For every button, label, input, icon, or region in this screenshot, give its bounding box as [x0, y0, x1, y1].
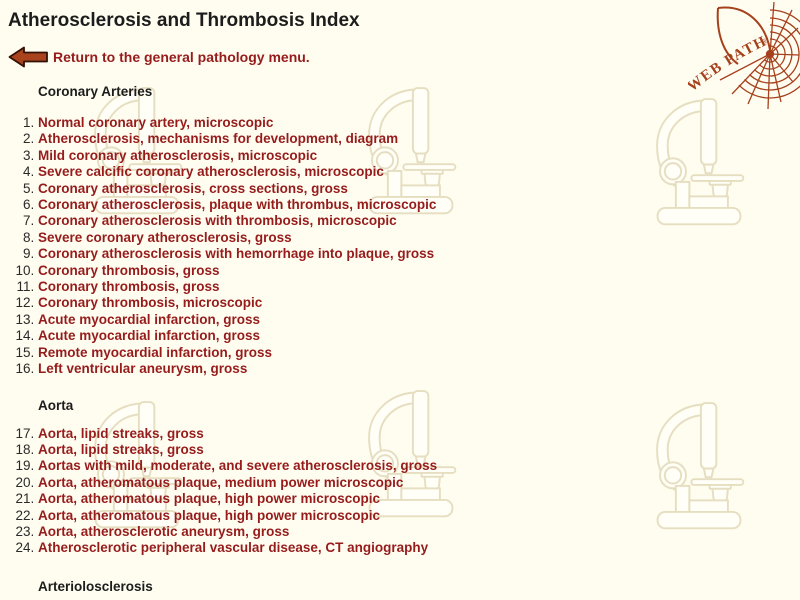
index-link[interactable]: Coronary atherosclerosis, cross sections…	[38, 180, 348, 196]
coronary-arteries-list: Normal coronary artery, microscopic Athe…	[8, 115, 792, 378]
index-link[interactable]: Aorta, atherosclerotic aneurysm, gross	[38, 523, 290, 539]
index-link[interactable]: Aortas with mild, moderate, and severe a…	[38, 458, 438, 474]
index-link[interactable]: Aorta, lipid streaks, gross	[38, 441, 204, 457]
list-item: Coronary thrombosis, gross	[38, 279, 792, 295]
section-heading-aorta: Aorta	[38, 397, 74, 413]
list-item: Coronary atherosclerosis with thrombosis…	[38, 213, 792, 229]
section-heading-coronary-arteries: Coronary Arteries	[38, 84, 153, 99]
list-item: Remote myocardial infarction, gross	[38, 345, 792, 361]
aorta-list: Aorta, lipid streaks, gross Aorta, lipid…	[8, 426, 792, 557]
index-link[interactable]: Coronary atherosclerosis with hemorrhage…	[38, 246, 435, 262]
section-heading-arteriolosclerosis: Arteriolosclerosis	[38, 578, 153, 594]
list-item: Atherosclerotic peripheral vascular dise…	[38, 540, 792, 556]
index-link[interactable]: Remote myocardial infarction, gross	[38, 344, 273, 360]
index-link[interactable]: Aorta, atheromatous plaque, high power m…	[38, 491, 381, 507]
index-link[interactable]: Coronary atherosclerosis with thrombosis…	[38, 213, 397, 229]
list-item: Coronary atherosclerosis, cross sections…	[38, 181, 792, 197]
index-link[interactable]: Normal coronary artery, microscopic	[38, 115, 274, 130]
list-item: Acute myocardial infarction, gross	[38, 328, 792, 344]
list-item: Aorta, atheromatous plaque, high power m…	[38, 508, 792, 524]
index-link[interactable]: Acute myocardial infarction, gross	[38, 328, 261, 344]
index-link[interactable]: Aorta, atheromatous plaque, medium power…	[38, 474, 404, 490]
list-item: Coronary thrombosis, microscopic	[38, 295, 792, 311]
list-item: Severe coronary atherosclerosis, gross	[38, 230, 792, 246]
index-link[interactable]: Coronary thrombosis, gross	[38, 262, 220, 278]
return-link[interactable]: Return to the general pathology menu.	[53, 49, 310, 65]
list-item: Mild coronary atherosclerosis, microscop…	[38, 148, 792, 164]
list-item: Atherosclerosis, mechanisms for developm…	[38, 131, 792, 147]
index-link[interactable]: Coronary thrombosis, microscopic	[38, 295, 263, 311]
list-item: Coronary atherosclerosis with hemorrhage…	[38, 246, 792, 262]
page-title: Atherosclerosis and Thrombosis Index	[8, 10, 360, 31]
list-item: Acute myocardial infarction, gross	[38, 312, 792, 328]
registered-mark: ®	[762, 38, 768, 46]
list-item: Aorta, atheromatous plaque, high power m…	[38, 491, 792, 507]
index-link[interactable]: Mild coronary atherosclerosis, microscop…	[38, 147, 318, 163]
list-item: Aortas with mild, moderate, and severe a…	[38, 458, 792, 474]
index-link[interactable]: Atherosclerotic peripheral vascular dise…	[38, 540, 429, 556]
spiderweb-logo: WEB PATH ®	[688, 1, 800, 110]
index-link[interactable]: Coronary thrombosis, gross	[38, 279, 220, 295]
list-item: Aorta, atheromatous plaque, medium power…	[38, 475, 792, 491]
list-item: Coronary atherosclerosis, plaque with th…	[38, 197, 792, 213]
list-item: Aorta, lipid streaks, gross	[38, 442, 792, 458]
index-link[interactable]: Coronary atherosclerosis, plaque with th…	[38, 197, 437, 213]
index-link[interactable]: Aorta, lipid streaks, gross	[38, 425, 204, 441]
index-link[interactable]: Severe calcific coronary atherosclerosis…	[38, 164, 384, 180]
list-item: Aorta, lipid streaks, gross	[38, 426, 792, 442]
return-arrow-icon[interactable]	[8, 46, 48, 68]
list-item: Left ventricular aneurysm, gross	[38, 361, 792, 377]
list-item: Aorta, atherosclerotic aneurysm, gross	[38, 524, 792, 540]
index-link[interactable]: Aorta, atheromatous plaque, high power m…	[38, 507, 381, 523]
list-item: Normal coronary artery, microscopic	[38, 115, 792, 131]
index-link[interactable]: Atherosclerosis, mechanisms for developm…	[38, 131, 399, 147]
index-link[interactable]: Left ventricular aneurysm, gross	[38, 361, 248, 377]
index-link[interactable]: Acute myocardial infarction, gross	[38, 311, 261, 327]
list-item: Coronary thrombosis, gross	[38, 263, 792, 279]
return-nav[interactable]: Return to the general pathology menu.	[8, 46, 792, 68]
index-link[interactable]: Severe coronary atherosclerosis, gross	[38, 229, 292, 245]
list-item: Severe calcific coronary atherosclerosis…	[38, 164, 792, 180]
